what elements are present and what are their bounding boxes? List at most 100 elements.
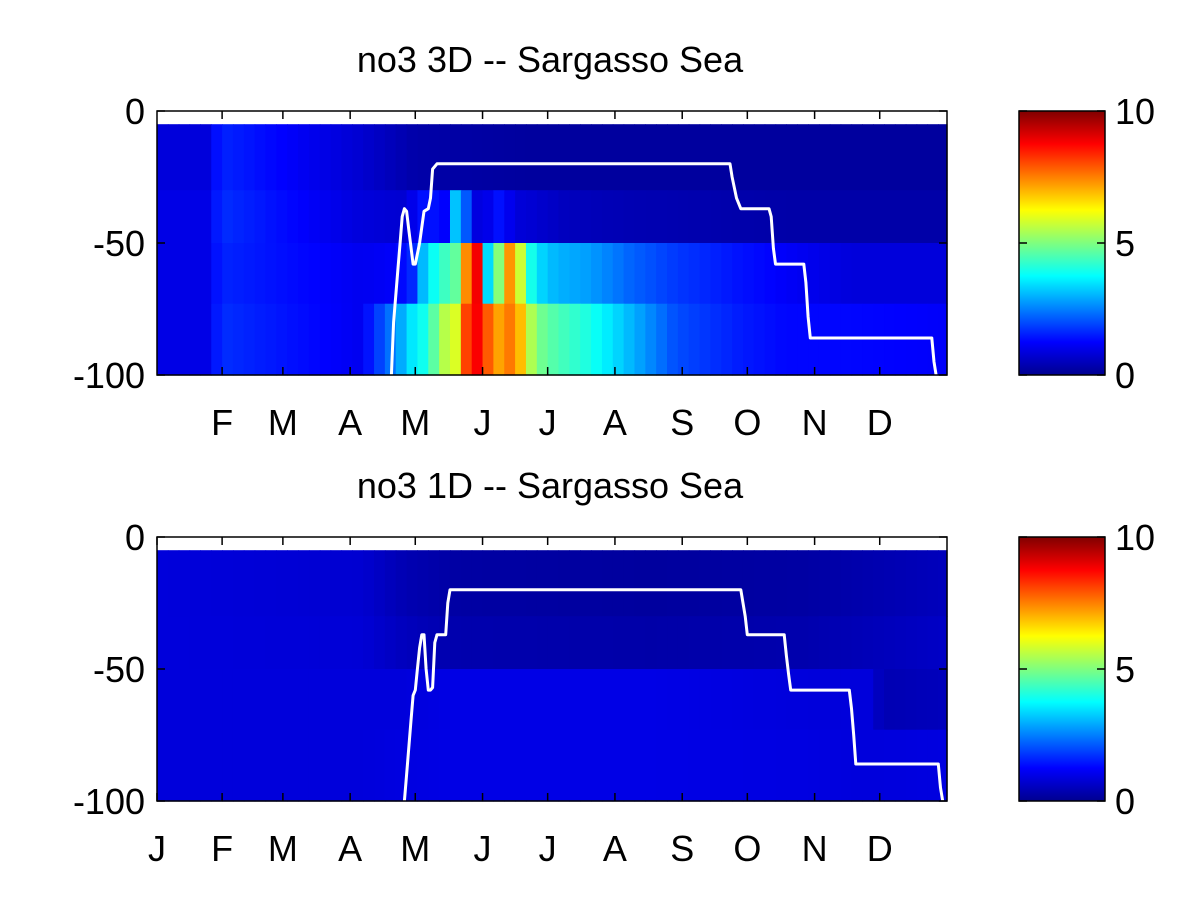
heatmap-cell — [243, 303, 256, 376]
heatmap-cell — [894, 669, 907, 731]
heatmap-cell — [374, 243, 386, 305]
heatmap-cell — [493, 616, 505, 670]
heatmap-cell — [591, 616, 603, 670]
heatmap-cell — [938, 729, 948, 802]
heatmap-cell — [873, 243, 885, 305]
heatmap-cell — [873, 669, 885, 731]
heatmap-cell — [200, 243, 212, 305]
heatmap-cell — [938, 243, 948, 305]
heatmap-cell — [200, 190, 212, 244]
heatmap-cell — [938, 669, 948, 731]
heatmap-cell — [742, 669, 755, 731]
heatmap-cell — [547, 669, 560, 731]
heatmap-cell — [232, 550, 245, 617]
heatmap-cell — [851, 243, 863, 305]
heatmap-cell — [276, 616, 288, 670]
heatmap-cell — [157, 124, 169, 191]
heatmap-cell — [786, 669, 798, 731]
heatmap-cell — [167, 303, 180, 376]
colorbar-tick-label: 10 — [1115, 517, 1155, 558]
heatmap-cell — [601, 729, 614, 802]
heatmap-cell — [862, 669, 874, 731]
heatmap-cell — [721, 616, 733, 670]
heatmap-cell — [688, 616, 701, 670]
heatmap-cell — [916, 616, 929, 670]
heatmap-cells — [157, 124, 948, 376]
heatmap-cell — [938, 550, 948, 617]
heatmap-cell — [232, 616, 245, 670]
heatmap-cell — [699, 669, 712, 731]
chart-title: no3 1D -- Sargasso Sea — [357, 465, 744, 506]
heatmap-cell — [352, 616, 364, 670]
heatmap-cell — [721, 190, 733, 244]
heatmap-cell — [558, 303, 570, 376]
heatmap-cell — [406, 303, 419, 376]
heatmap-cell — [482, 303, 494, 376]
heatmap-cell — [591, 243, 603, 305]
heatmap-cell — [764, 729, 777, 802]
heatmap-cell — [862, 616, 874, 670]
heatmap-cell — [243, 550, 256, 617]
chart-title: no3 3D -- Sargasso Sea — [357, 39, 744, 80]
heatmap-cell — [808, 669, 820, 731]
heatmap-cell — [178, 124, 191, 191]
heatmap-cell — [862, 550, 874, 617]
heatmap-cell — [417, 303, 429, 376]
heatmap-cell — [276, 243, 288, 305]
mixed-layer-line — [389, 162, 938, 376]
heatmap-cell — [927, 616, 939, 670]
heatmap-cell — [504, 190, 516, 244]
heatmap-cell — [623, 669, 636, 731]
heatmap-cell — [634, 669, 646, 731]
heatmap-cell — [667, 303, 679, 376]
heatmap-cell — [894, 729, 907, 802]
heatmap-cell — [721, 243, 733, 305]
heatmap-cell — [276, 124, 288, 191]
heatmap-cell — [612, 190, 625, 244]
heatmap-cell — [504, 550, 516, 617]
x-tick-label: D — [867, 402, 893, 443]
x-tick-label: A — [338, 828, 362, 869]
heatmap-cell — [428, 124, 440, 191]
heatmap-cell — [677, 243, 690, 305]
heatmap-cell — [710, 550, 722, 617]
heatmap-cell — [721, 729, 733, 802]
heatmap-cell — [265, 669, 277, 731]
heatmap-cell — [764, 669, 777, 731]
heatmap-cell — [710, 729, 722, 802]
heatmap-cell — [753, 550, 766, 617]
heatmap-cell — [471, 669, 484, 731]
colorbar: 0 5 10 — [1018, 91, 1155, 396]
heatmap-cell — [330, 243, 343, 305]
heatmap-cell — [222, 124, 234, 191]
heatmap-cell — [341, 303, 353, 376]
heatmap-cell — [580, 616, 592, 670]
heatmap-cell — [623, 124, 636, 191]
heatmap-cell — [493, 303, 505, 376]
heatmap-cell — [493, 124, 505, 191]
heatmap-cell — [439, 729, 451, 802]
heatmap-cell — [699, 303, 712, 376]
heatmap-cell — [254, 550, 267, 617]
heatmap-cell — [688, 303, 701, 376]
heatmap-cell — [894, 303, 907, 376]
heatmap-cell — [732, 243, 744, 305]
heatmap-cell — [601, 616, 614, 670]
heatmap-cell — [298, 616, 310, 670]
heatmap-cell — [677, 616, 690, 670]
heatmap-cell — [851, 669, 863, 731]
heatmap-cell — [797, 124, 809, 191]
heatmap-cell — [493, 190, 505, 244]
heatmap-cell — [927, 124, 939, 191]
heatmap-cell — [265, 303, 277, 376]
heatmap-cell — [200, 124, 212, 191]
heatmap-cell — [243, 243, 256, 305]
heatmap-cell — [580, 243, 592, 305]
heatmap-cell — [222, 616, 234, 670]
heatmap-cell — [157, 243, 169, 305]
heatmap-cell — [786, 124, 798, 191]
heatmap-cell — [439, 303, 451, 376]
heatmap-cell — [656, 669, 668, 731]
x-tick-label: S — [670, 828, 694, 869]
heatmap-cell — [818, 550, 831, 617]
